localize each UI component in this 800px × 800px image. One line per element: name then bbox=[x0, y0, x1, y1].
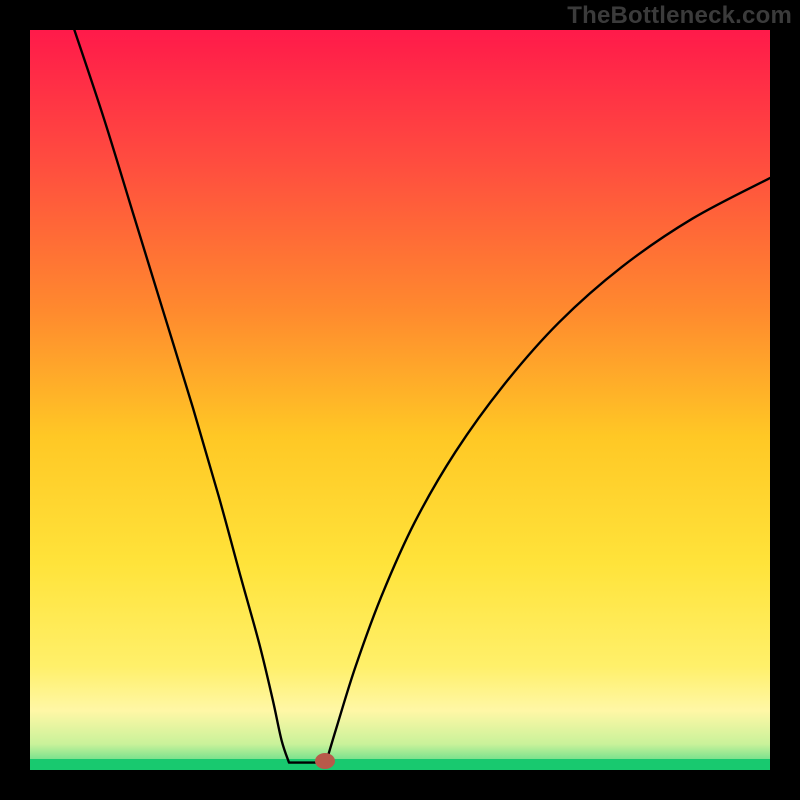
plot-area bbox=[30, 30, 770, 770]
bottleneck-curve bbox=[30, 30, 770, 770]
curve-path bbox=[74, 30, 770, 763]
selection-marker bbox=[315, 753, 335, 769]
attribution-text: TheBottleneck.com bbox=[567, 2, 792, 30]
canvas: TheBottleneck.com bbox=[0, 0, 800, 800]
